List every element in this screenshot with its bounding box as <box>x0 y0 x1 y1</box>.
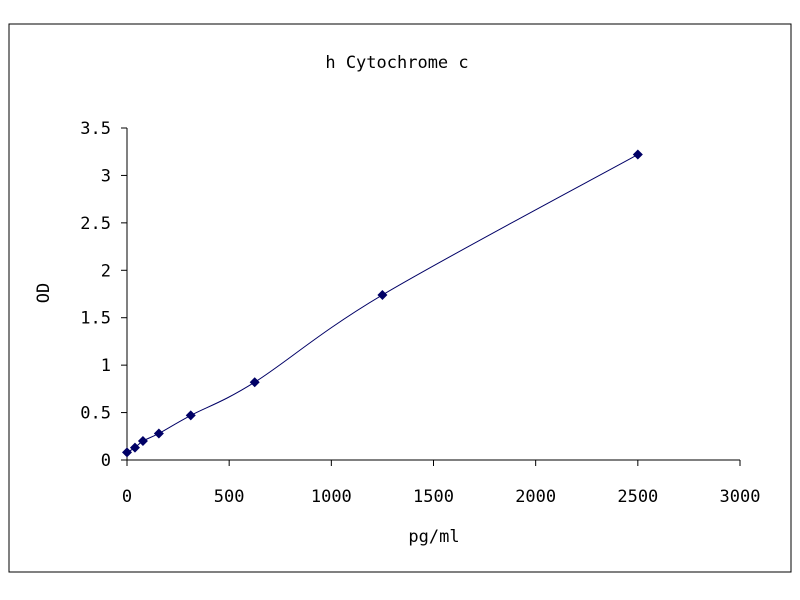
y-tick-label: 0 <box>101 451 111 471</box>
series-line <box>126 154 639 453</box>
axes: 0 500 1000 1500 2000 2500 3000 0 0.5 1 1.5 2 2.5 3 3.5 <box>80 119 760 507</box>
data-point <box>185 410 196 421</box>
x-axis-label: pg/ml <box>408 527 459 547</box>
data-point <box>137 436 148 447</box>
x-tick-label: 3000 <box>720 487 761 507</box>
x-tick-label: 2500 <box>617 487 658 507</box>
data-point <box>632 149 643 160</box>
data-point <box>129 442 140 453</box>
y-tick-label: 2 <box>101 261 111 281</box>
x-tick-label: 2000 <box>515 487 556 507</box>
chart-title: h Cytochrome c <box>325 53 468 73</box>
data-point <box>249 377 260 388</box>
x-tick-label: 0 <box>122 487 132 507</box>
y-tick-label: 1.5 <box>80 309 111 329</box>
y-tick-label: 0.5 <box>80 404 111 424</box>
y-axis-label: OD <box>34 283 54 303</box>
series-layer <box>122 149 643 458</box>
x-tick-label: 500 <box>214 487 245 507</box>
y-tick-label: 3.5 <box>80 119 111 139</box>
y-tick-label: 1 <box>101 356 111 376</box>
x-tick-label: 1000 <box>311 487 352 507</box>
x-tick-label: 1500 <box>413 487 454 507</box>
chart-border <box>8 23 792 573</box>
data-point <box>122 447 132 458</box>
y-tick-label: 2.5 <box>80 214 111 234</box>
y-tick-label: 3 <box>101 166 111 186</box>
data-point <box>377 289 388 300</box>
data-point <box>153 428 164 439</box>
